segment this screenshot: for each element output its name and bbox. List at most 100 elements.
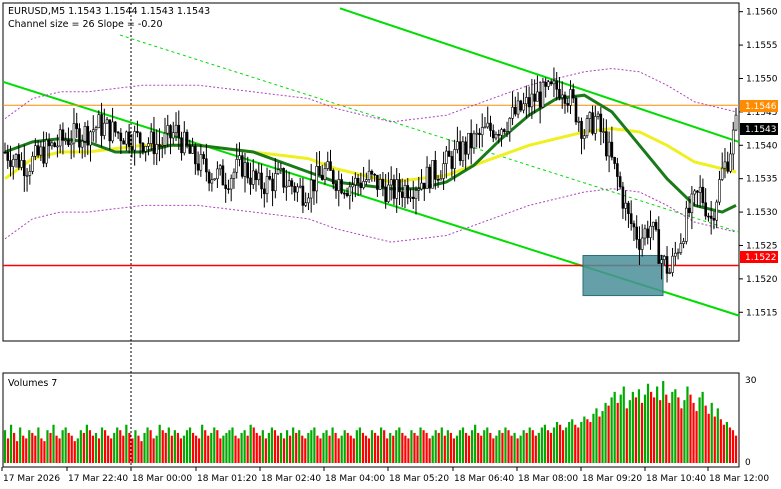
candle-body: [125, 131, 128, 145]
candle-body: [287, 180, 291, 187]
candle-body: [103, 122, 106, 136]
candle-body: [651, 221, 655, 227]
candle-body: [196, 163, 200, 171]
candle-body: [367, 170, 371, 180]
time-tick-label: 18 Mar 00:00: [132, 474, 192, 484]
candle-body: [166, 125, 170, 134]
candle-body: [155, 144, 159, 155]
candle-body: [42, 146, 45, 164]
candle-body: [160, 145, 164, 147]
candle-body: [3, 151, 7, 154]
candle-body: [9, 160, 12, 167]
candle-body: [251, 170, 255, 185]
candle-body: [64, 139, 67, 142]
volume-axis-zero: 0: [745, 458, 751, 468]
time-tick-label: 18 Mar 10:40: [646, 474, 706, 484]
candle-body: [213, 178, 216, 181]
candle-body: [411, 196, 415, 199]
candle-body: [152, 131, 156, 155]
candle-body: [679, 243, 683, 253]
candle-body: [387, 184, 390, 202]
candle-body: [61, 129, 65, 141]
candle-body: [478, 132, 481, 136]
candle-body: [229, 178, 233, 190]
candle-body: [116, 131, 120, 134]
candle-body: [334, 183, 338, 191]
candle-body: [100, 114, 103, 136]
price-tick-label: 1.1520: [746, 275, 778, 285]
candle-body: [605, 131, 608, 157]
candle-body: [97, 114, 101, 129]
candle-body: [326, 161, 330, 169]
candle-body: [298, 185, 302, 188]
candle-body: [414, 190, 418, 199]
candle-body: [709, 215, 713, 219]
candle-body: [91, 129, 95, 133]
candle-body: [469, 132, 473, 149]
candle-body: [682, 241, 685, 244]
channel-upper-line: [339, 7, 740, 143]
candle-body: [6, 151, 10, 161]
candle-body: [232, 171, 236, 179]
candle-body: [337, 179, 341, 191]
candle-body: [676, 252, 680, 254]
candle-body: [147, 143, 150, 147]
candle-body: [569, 89, 572, 106]
candle-body: [257, 172, 261, 181]
candle-body: [72, 123, 76, 144]
candle-body: [240, 155, 244, 177]
candle-body: [516, 100, 520, 115]
candle-body: [409, 196, 412, 199]
candle-body: [356, 177, 360, 184]
candle-body: [216, 168, 219, 180]
channel-info: Channel size = 26 Slope = -0.20: [8, 19, 163, 30]
candle-body: [163, 132, 167, 146]
candle-body: [662, 256, 666, 260]
highlight-box: [582, 255, 664, 297]
candle-body: [558, 88, 561, 98]
candle-body: [486, 122, 490, 128]
candle-body: [618, 176, 622, 188]
candle-body: [494, 134, 498, 139]
candle-body: [246, 162, 250, 179]
candle-body: [17, 154, 21, 168]
time-tick-label: 18 Mar 12:00: [709, 474, 769, 484]
candle-body: [726, 161, 730, 172]
candle-body: [224, 184, 227, 189]
candle-body: [378, 179, 382, 190]
candle-body: [450, 156, 454, 169]
overlays-layer: [2, 7, 740, 317]
candle-body: [282, 168, 285, 188]
candle-body: [734, 114, 738, 131]
candle-body: [279, 168, 283, 171]
candle-body: [373, 173, 376, 176]
candle-body: [696, 190, 699, 193]
candle-body: [31, 155, 34, 172]
red-price-tag: 1.1522: [740, 251, 778, 263]
candle-body: [544, 81, 547, 87]
candle-body: [425, 166, 429, 189]
candle-body: [464, 141, 467, 155]
candle-body: [130, 146, 134, 151]
candle-body: [729, 153, 732, 172]
candle-body: [445, 150, 448, 164]
candle-body: [39, 146, 43, 156]
candle-body: [342, 192, 346, 195]
candle-body: [629, 213, 633, 224]
candle-body: [640, 237, 644, 250]
candle-body: [398, 179, 401, 193]
candle-body: [285, 185, 288, 188]
candle-body: [632, 223, 636, 228]
time-tick-label: 17 Mar 2026: [3, 474, 60, 484]
candle-body: [720, 167, 724, 180]
candle-body: [243, 162, 247, 177]
candle-body: [323, 168, 327, 180]
candle-body: [406, 185, 410, 199]
candle-body: [671, 255, 674, 273]
candle-body: [45, 139, 48, 164]
candle-body: [665, 256, 669, 274]
candle-body: [610, 141, 614, 158]
candle-body: [489, 122, 492, 131]
candle-body: [105, 119, 109, 124]
